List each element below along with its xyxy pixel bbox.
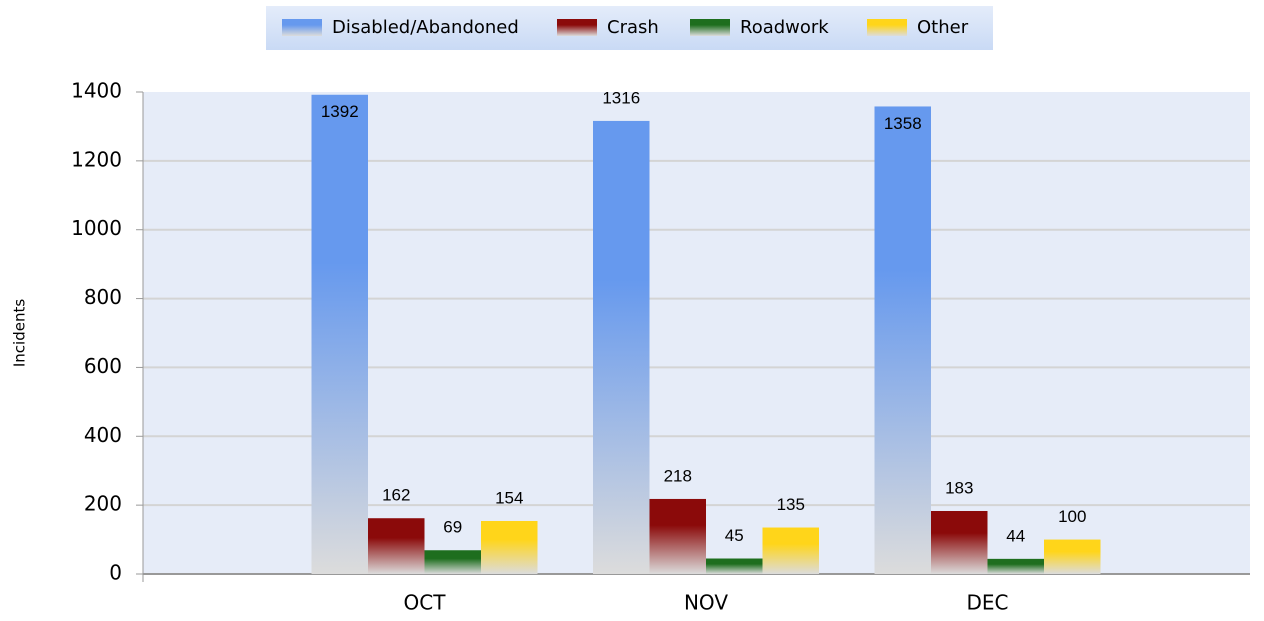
legend-label: Disabled/Abandoned — [332, 17, 519, 38]
bar — [1044, 539, 1101, 574]
legend-label: Crash — [607, 17, 659, 38]
x-tick-label: OCT — [404, 591, 447, 615]
legend-swatch — [690, 19, 730, 36]
y-tick-label: 200 — [84, 492, 122, 516]
legend-swatch — [867, 19, 907, 36]
x-tick-label: DEC — [966, 591, 1008, 615]
bar — [424, 550, 481, 574]
bar — [593, 120, 650, 575]
value-label: 45 — [725, 526, 744, 545]
y-tick-label: 800 — [84, 285, 122, 309]
value-label: 1358 — [884, 114, 922, 133]
value-label: 135 — [777, 495, 805, 514]
bar — [368, 518, 425, 574]
value-label: 162 — [382, 486, 410, 505]
value-label: 69 — [443, 518, 462, 537]
y-tick-label: 1000 — [71, 216, 122, 240]
y-tick-label: 600 — [84, 354, 122, 378]
value-label: 1392 — [321, 102, 359, 121]
value-label: 1316 — [602, 88, 640, 107]
bar — [706, 558, 763, 574]
bar — [311, 94, 368, 575]
legend-swatch — [557, 19, 597, 36]
legend-label: Other — [917, 17, 969, 38]
y-tick-label: 1200 — [71, 147, 122, 171]
value-label: 183 — [945, 478, 973, 497]
value-label: 154 — [495, 488, 523, 507]
y-axis-label: Incidents — [11, 299, 29, 367]
legend-label: Roadwork — [740, 17, 829, 38]
value-label: 44 — [1006, 526, 1025, 545]
y-tick-label: 400 — [84, 423, 122, 447]
y-tick-label: 0 — [109, 561, 122, 585]
legend-swatch — [282, 19, 322, 36]
bar — [874, 106, 931, 575]
bar — [762, 527, 819, 574]
bar — [649, 498, 706, 574]
x-tick-label: NOV — [684, 591, 728, 615]
value-label: 100 — [1058, 507, 1086, 526]
bar — [931, 510, 988, 574]
bar — [481, 520, 538, 574]
value-label: 218 — [664, 466, 692, 485]
bar — [987, 558, 1044, 574]
y-tick-label: 1400 — [71, 79, 122, 103]
